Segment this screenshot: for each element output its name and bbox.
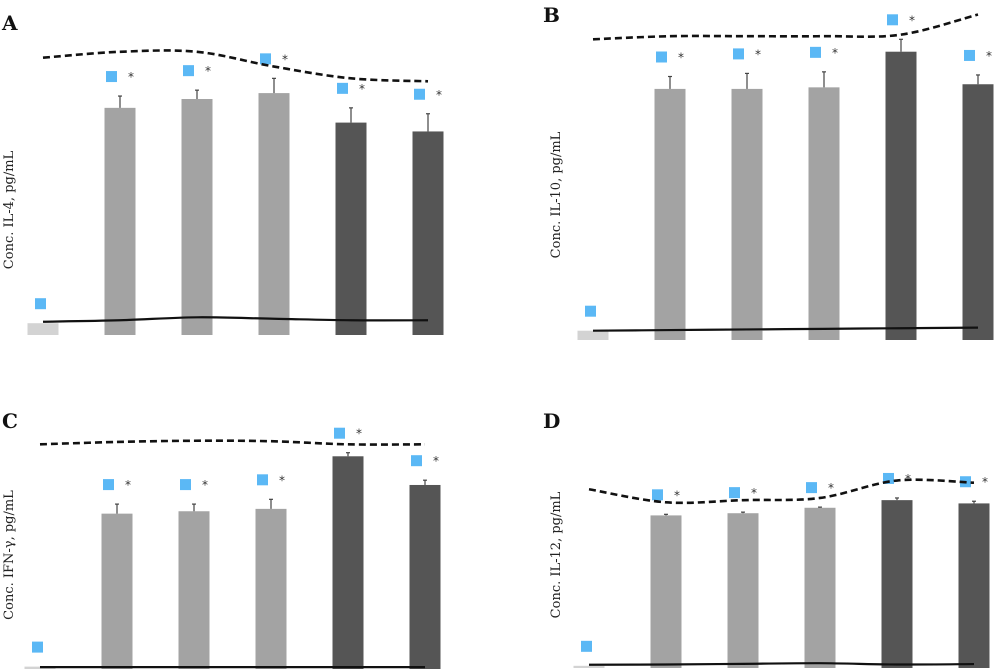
significance-marker: [411, 455, 422, 467]
significance-star: *: [828, 481, 834, 495]
trend-curve-dashed: [588, 478, 975, 505]
significance-star: *: [279, 473, 285, 487]
bar: [332, 456, 364, 669]
significance-marker: [35, 298, 46, 310]
significance-marker: [883, 472, 894, 484]
significance-star: *: [436, 88, 442, 102]
significance-star: *: [986, 49, 992, 63]
bar: [808, 87, 840, 340]
bar: [178, 511, 210, 669]
significance-star: *: [125, 478, 131, 492]
bar: [731, 88, 763, 341]
panel-d: D Conc. IL-12, pg/mL * * ** *: [543, 409, 990, 668]
significance-star: *: [202, 478, 208, 492]
bar: [962, 84, 994, 340]
y-axis-label: Conc. IL-10, pg/mL: [549, 131, 564, 258]
bar: [958, 503, 990, 668]
bar: [104, 107, 136, 335]
significance-marker: [806, 482, 817, 494]
bar: [258, 93, 290, 335]
plot-area: * * * * *: [577, 13, 994, 341]
significance-marker: [257, 474, 268, 486]
trend-curve-solid: [588, 662, 975, 666]
significance-star: *: [433, 454, 439, 468]
trend-curve-solid: [42, 316, 429, 323]
significance-marker: [585, 305, 596, 317]
bar: [181, 99, 213, 335]
trend-curve-solid: [592, 326, 979, 332]
trend-curve-dashed: [592, 13, 979, 41]
trend-curve-dashed: [42, 49, 429, 83]
significance-marker: [810, 46, 821, 58]
panel-a: A Conc. IL-4, pg/mL * * * * *: [1, 11, 444, 335]
significance-star: *: [359, 82, 365, 96]
trend-curve-dashed: [39, 439, 426, 446]
significance-marker: [652, 489, 663, 501]
bar: [101, 513, 133, 669]
significance-marker: [656, 51, 667, 63]
significance-star: *: [205, 64, 211, 78]
significance-star: *: [751, 486, 757, 500]
panel-c: C Conc. IFN-γ, pg/mL * * * * *: [2, 409, 441, 669]
y-axis-label: Conc. IL-12, pg/mL: [549, 491, 564, 618]
significance-marker: [180, 479, 191, 491]
significance-star: *: [982, 475, 988, 489]
significance-star: *: [832, 46, 838, 60]
significance-marker: [337, 82, 348, 94]
significance-marker: [964, 49, 975, 61]
panel-letter: D: [543, 409, 560, 433]
bar: [577, 330, 609, 340]
y-axis-label: Conc. IFN-γ, pg/mL: [2, 490, 17, 620]
panel-b: B Conc. IL-10, pg/mL * * * * *: [543, 3, 994, 341]
significance-marker: [733, 48, 744, 60]
bar: [654, 88, 686, 341]
significance-marker: [729, 487, 740, 499]
significance-star: *: [755, 47, 761, 61]
significance-marker: [103, 479, 114, 491]
significance-star: *: [128, 70, 134, 84]
significance-star: *: [282, 52, 288, 66]
significance-star: *: [674, 488, 680, 502]
significance-marker: [581, 640, 592, 652]
significance-marker: [414, 88, 425, 100]
significance-marker: [260, 53, 271, 65]
panel-letter: A: [1, 11, 18, 35]
bar: [573, 665, 605, 668]
bar: [804, 507, 836, 668]
bar: [727, 513, 759, 668]
bar: [27, 323, 59, 335]
bar: [335, 122, 367, 335]
bar: [412, 131, 444, 335]
bar: [255, 508, 287, 669]
significance-marker: [334, 427, 345, 439]
significance-star: *: [356, 427, 362, 441]
bar: [881, 500, 913, 668]
panel-letter: C: [2, 409, 18, 433]
plot-area: * * * * *: [24, 427, 441, 669]
bar: [885, 51, 917, 340]
significance-marker: [32, 641, 43, 653]
y-axis-label: Conc. IL-4, pg/mL: [2, 150, 17, 269]
significance-marker: [106, 71, 117, 83]
significance-marker: [183, 65, 194, 77]
bar: [650, 515, 682, 668]
significance-star: *: [909, 13, 915, 27]
plot-area: * * * * *: [27, 49, 444, 335]
significance-star: *: [678, 51, 684, 65]
plot-area: *****: [573, 472, 990, 668]
significance-marker: [887, 14, 898, 26]
bar: [409, 484, 441, 669]
panel-letter: B: [543, 3, 560, 27]
